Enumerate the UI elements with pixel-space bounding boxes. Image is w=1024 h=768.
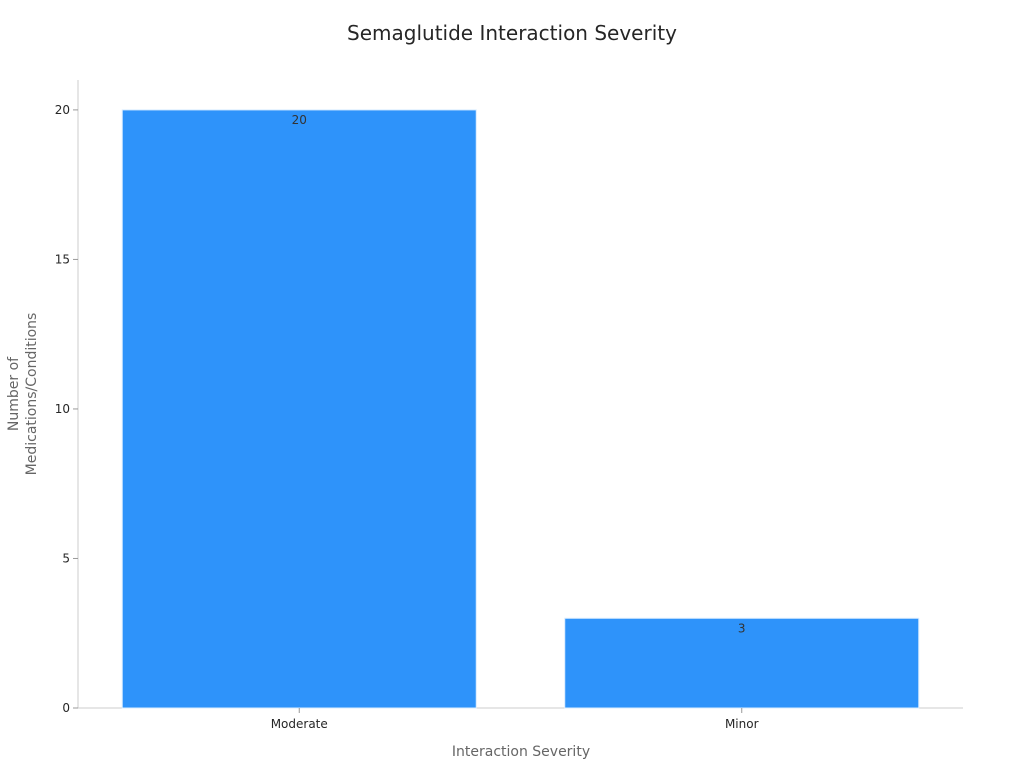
bar-moderate — [121, 109, 477, 709]
y-tick-label: 5 — [62, 551, 70, 565]
data-label: 3 — [738, 621, 746, 635]
x-axis-ticks: Moderate Minor — [271, 708, 759, 731]
chart-title: Semaglutide Interaction Severity — [347, 21, 677, 45]
y-axis-label-line-1: Number of — [6, 356, 22, 431]
data-labels: 20 3 — [292, 113, 746, 635]
x-tick-label: Moderate — [271, 717, 328, 731]
bars — [121, 109, 920, 709]
y-axis-label: Number of Medications/Conditions — [6, 313, 40, 476]
x-axis-label: Interaction Severity — [452, 744, 590, 760]
x-tick-label: Minor — [725, 717, 759, 731]
y-tick-label: 10 — [55, 402, 70, 416]
y-tick-label: 0 — [62, 701, 70, 715]
data-label: 20 — [292, 113, 307, 127]
y-axis-ticks: 0 5 10 15 20 — [55, 103, 78, 715]
y-tick-label: 15 — [55, 252, 70, 266]
y-axis-label-line-2: Medications/Conditions — [24, 313, 40, 476]
y-tick-label: 20 — [55, 103, 70, 117]
